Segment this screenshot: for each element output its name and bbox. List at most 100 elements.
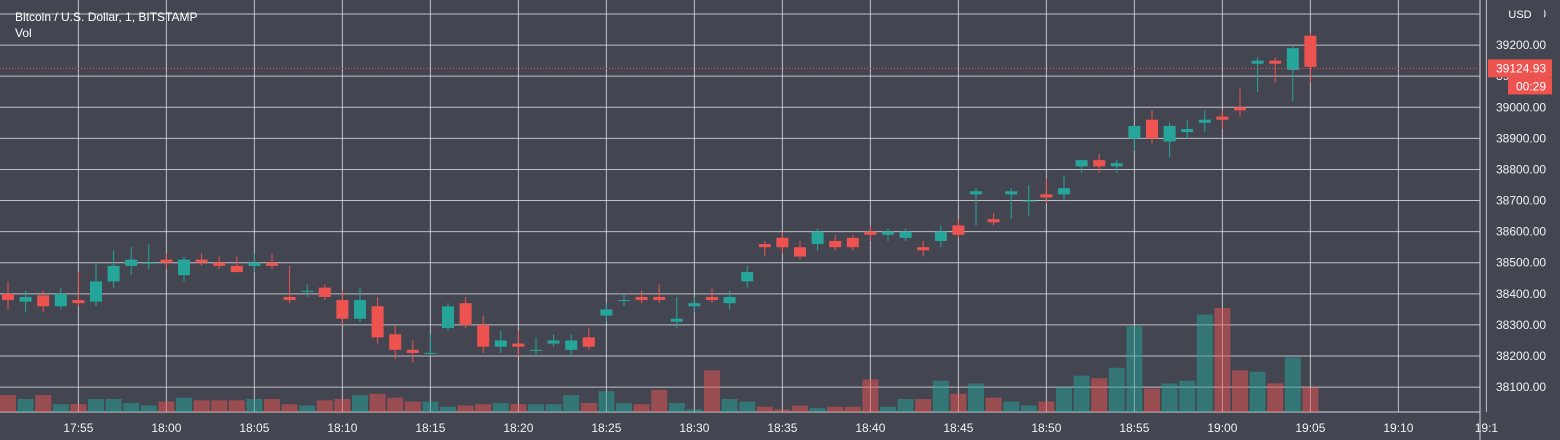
- volume-bar: [352, 395, 368, 412]
- candle-body: [389, 334, 402, 350]
- candle-body: [600, 309, 613, 316]
- chart-title[interactable]: Bitcoin / U.S. Dollar, 1, BITSTAMP: [15, 10, 198, 24]
- x-tick-label: 17:55: [63, 421, 93, 435]
- candle-body: [1146, 119, 1158, 139]
- currency-bg: [1496, 4, 1544, 24]
- volume-bar: [1196, 314, 1213, 412]
- candle-body: [1286, 48, 1299, 70]
- volume-bar: [510, 404, 527, 412]
- x-tick-label: 18:00: [151, 421, 181, 435]
- volume-bar: [176, 397, 192, 412]
- candle-body: [19, 296, 32, 302]
- x-tick-label: 19:10: [1383, 421, 1413, 435]
- x-tick-label: 18:20: [503, 421, 533, 435]
- candle-body: [336, 300, 349, 319]
- volume-bar: [475, 404, 492, 412]
- candle-body: [970, 191, 982, 195]
- volume-bar: [70, 404, 87, 412]
- candle-body: [987, 219, 1000, 223]
- volume-bar: [1091, 378, 1108, 412]
- volume-bar: [704, 370, 720, 412]
- volume-bar: [1126, 326, 1143, 412]
- volume-bar: [844, 406, 861, 412]
- candle-body: [301, 290, 314, 292]
- x-tick-label: 19:05: [1295, 421, 1325, 435]
- volume-bar: [1108, 367, 1125, 412]
- volume-bar: [1249, 371, 1266, 412]
- volume-bar: [211, 400, 228, 412]
- y-tick-label: 38800.00: [1496, 162, 1546, 176]
- volume-bar: [686, 409, 703, 412]
- volume-bar: [756, 406, 773, 412]
- volume-bar: [739, 401, 756, 412]
- candle-body: [741, 272, 754, 282]
- volume-bar: [281, 404, 298, 412]
- volume-bar: [1214, 308, 1231, 412]
- candle-body: [406, 349, 419, 353]
- candle-body: [178, 259, 190, 276]
- volume-bar: [387, 397, 404, 412]
- candle-body: [635, 296, 648, 301]
- candle-body: [952, 225, 965, 235]
- candle-body: [371, 306, 384, 338]
- candle-body: [811, 231, 824, 245]
- candle-body: [1251, 60, 1264, 64]
- candle-body: [442, 306, 454, 329]
- axes: 38100.00 38200.00 38300.00 38400.00 38500.00…: [63, 4, 1552, 435]
- volume-bar: [1144, 388, 1160, 412]
- candles: [2, 32, 1317, 363]
- candle-body: [37, 295, 50, 307]
- volume-bar: [1056, 387, 1072, 412]
- candle-body: [530, 349, 542, 351]
- y-tick-label: 38100.00: [1496, 380, 1546, 394]
- volume-bar: [616, 402, 632, 412]
- volume-bar: [932, 380, 949, 412]
- candle-body: [1234, 107, 1246, 111]
- volume-bar: [968, 383, 984, 412]
- candle-body: [107, 265, 120, 282]
- x-tick-label: 18:30: [679, 421, 709, 435]
- x-tick-label: 18:40: [855, 421, 885, 435]
- candle-body: [494, 340, 507, 347]
- x-tick-label: 18:50: [1031, 421, 1061, 435]
- x-tick-label: 18:45: [943, 421, 973, 435]
- volume-bar: [580, 402, 597, 412]
- volume-bar: [228, 400, 245, 412]
- y-tick-label: 38400.00: [1496, 287, 1546, 301]
- y-tick-label: 38300.00: [1496, 318, 1546, 332]
- volume-bar: [545, 404, 562, 412]
- volume-label[interactable]: Vol: [15, 26, 32, 40]
- candle-body: [582, 337, 595, 347]
- candle-body: [1022, 200, 1035, 202]
- candle-body: [318, 287, 331, 297]
- candle-body: [1058, 188, 1070, 195]
- volume-bar: [404, 401, 421, 412]
- volume-bar: [422, 401, 439, 412]
- candle-body: [248, 262, 261, 266]
- candle-body: [653, 296, 666, 301]
- candle-body: [565, 340, 578, 350]
- volume-bar: [1267, 383, 1284, 412]
- volume-bar: [105, 399, 122, 412]
- y-tick-label: 38500.00: [1496, 256, 1546, 270]
- grid: [0, 0, 1487, 440]
- volume-bar: [827, 406, 844, 412]
- x-tick-label: 18:35: [767, 421, 797, 435]
- candle-body: [1304, 35, 1317, 67]
- volume-bar: [369, 393, 386, 412]
- y-tick-label: 39000.00: [1496, 100, 1546, 114]
- y-tick-label: 38700.00: [1496, 194, 1546, 208]
- candle-body: [142, 262, 155, 264]
- candle-body: [1110, 163, 1123, 167]
- candle-body: [160, 259, 173, 263]
- candle-body: [125, 259, 138, 266]
- candle-body: [670, 318, 683, 322]
- volume-bar: [862, 379, 879, 412]
- volume-bar: [299, 405, 316, 412]
- y-tick-label: 38900.00: [1496, 131, 1546, 145]
- volume-bar: [897, 399, 914, 412]
- candle-body: [1005, 191, 1018, 195]
- candle-body: [618, 300, 630, 302]
